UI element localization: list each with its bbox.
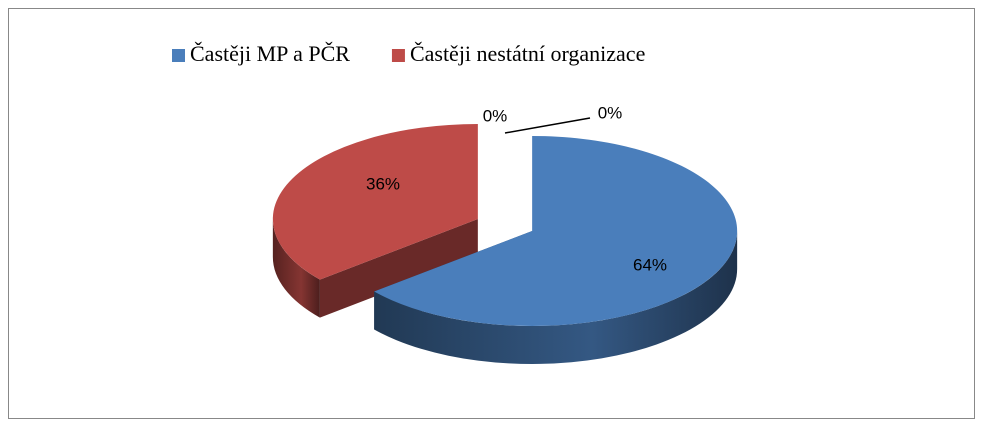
pie-slice xyxy=(272,124,478,280)
leader-line xyxy=(504,117,591,134)
data-label: 64% xyxy=(633,255,667,274)
slice-side xyxy=(272,219,320,318)
legend-label: Častěji nestátní organizace xyxy=(410,41,645,66)
data-label: 36% xyxy=(366,174,400,193)
legend-swatch xyxy=(391,49,405,62)
pie-slice xyxy=(374,135,738,326)
data-label: 0% xyxy=(598,103,623,122)
legend-swatch xyxy=(172,49,185,62)
legend-label: Častěji MP a PČR xyxy=(190,41,350,66)
slice-side xyxy=(374,230,738,364)
data-label: 0% xyxy=(483,106,508,125)
slice-cut-face xyxy=(319,219,478,318)
